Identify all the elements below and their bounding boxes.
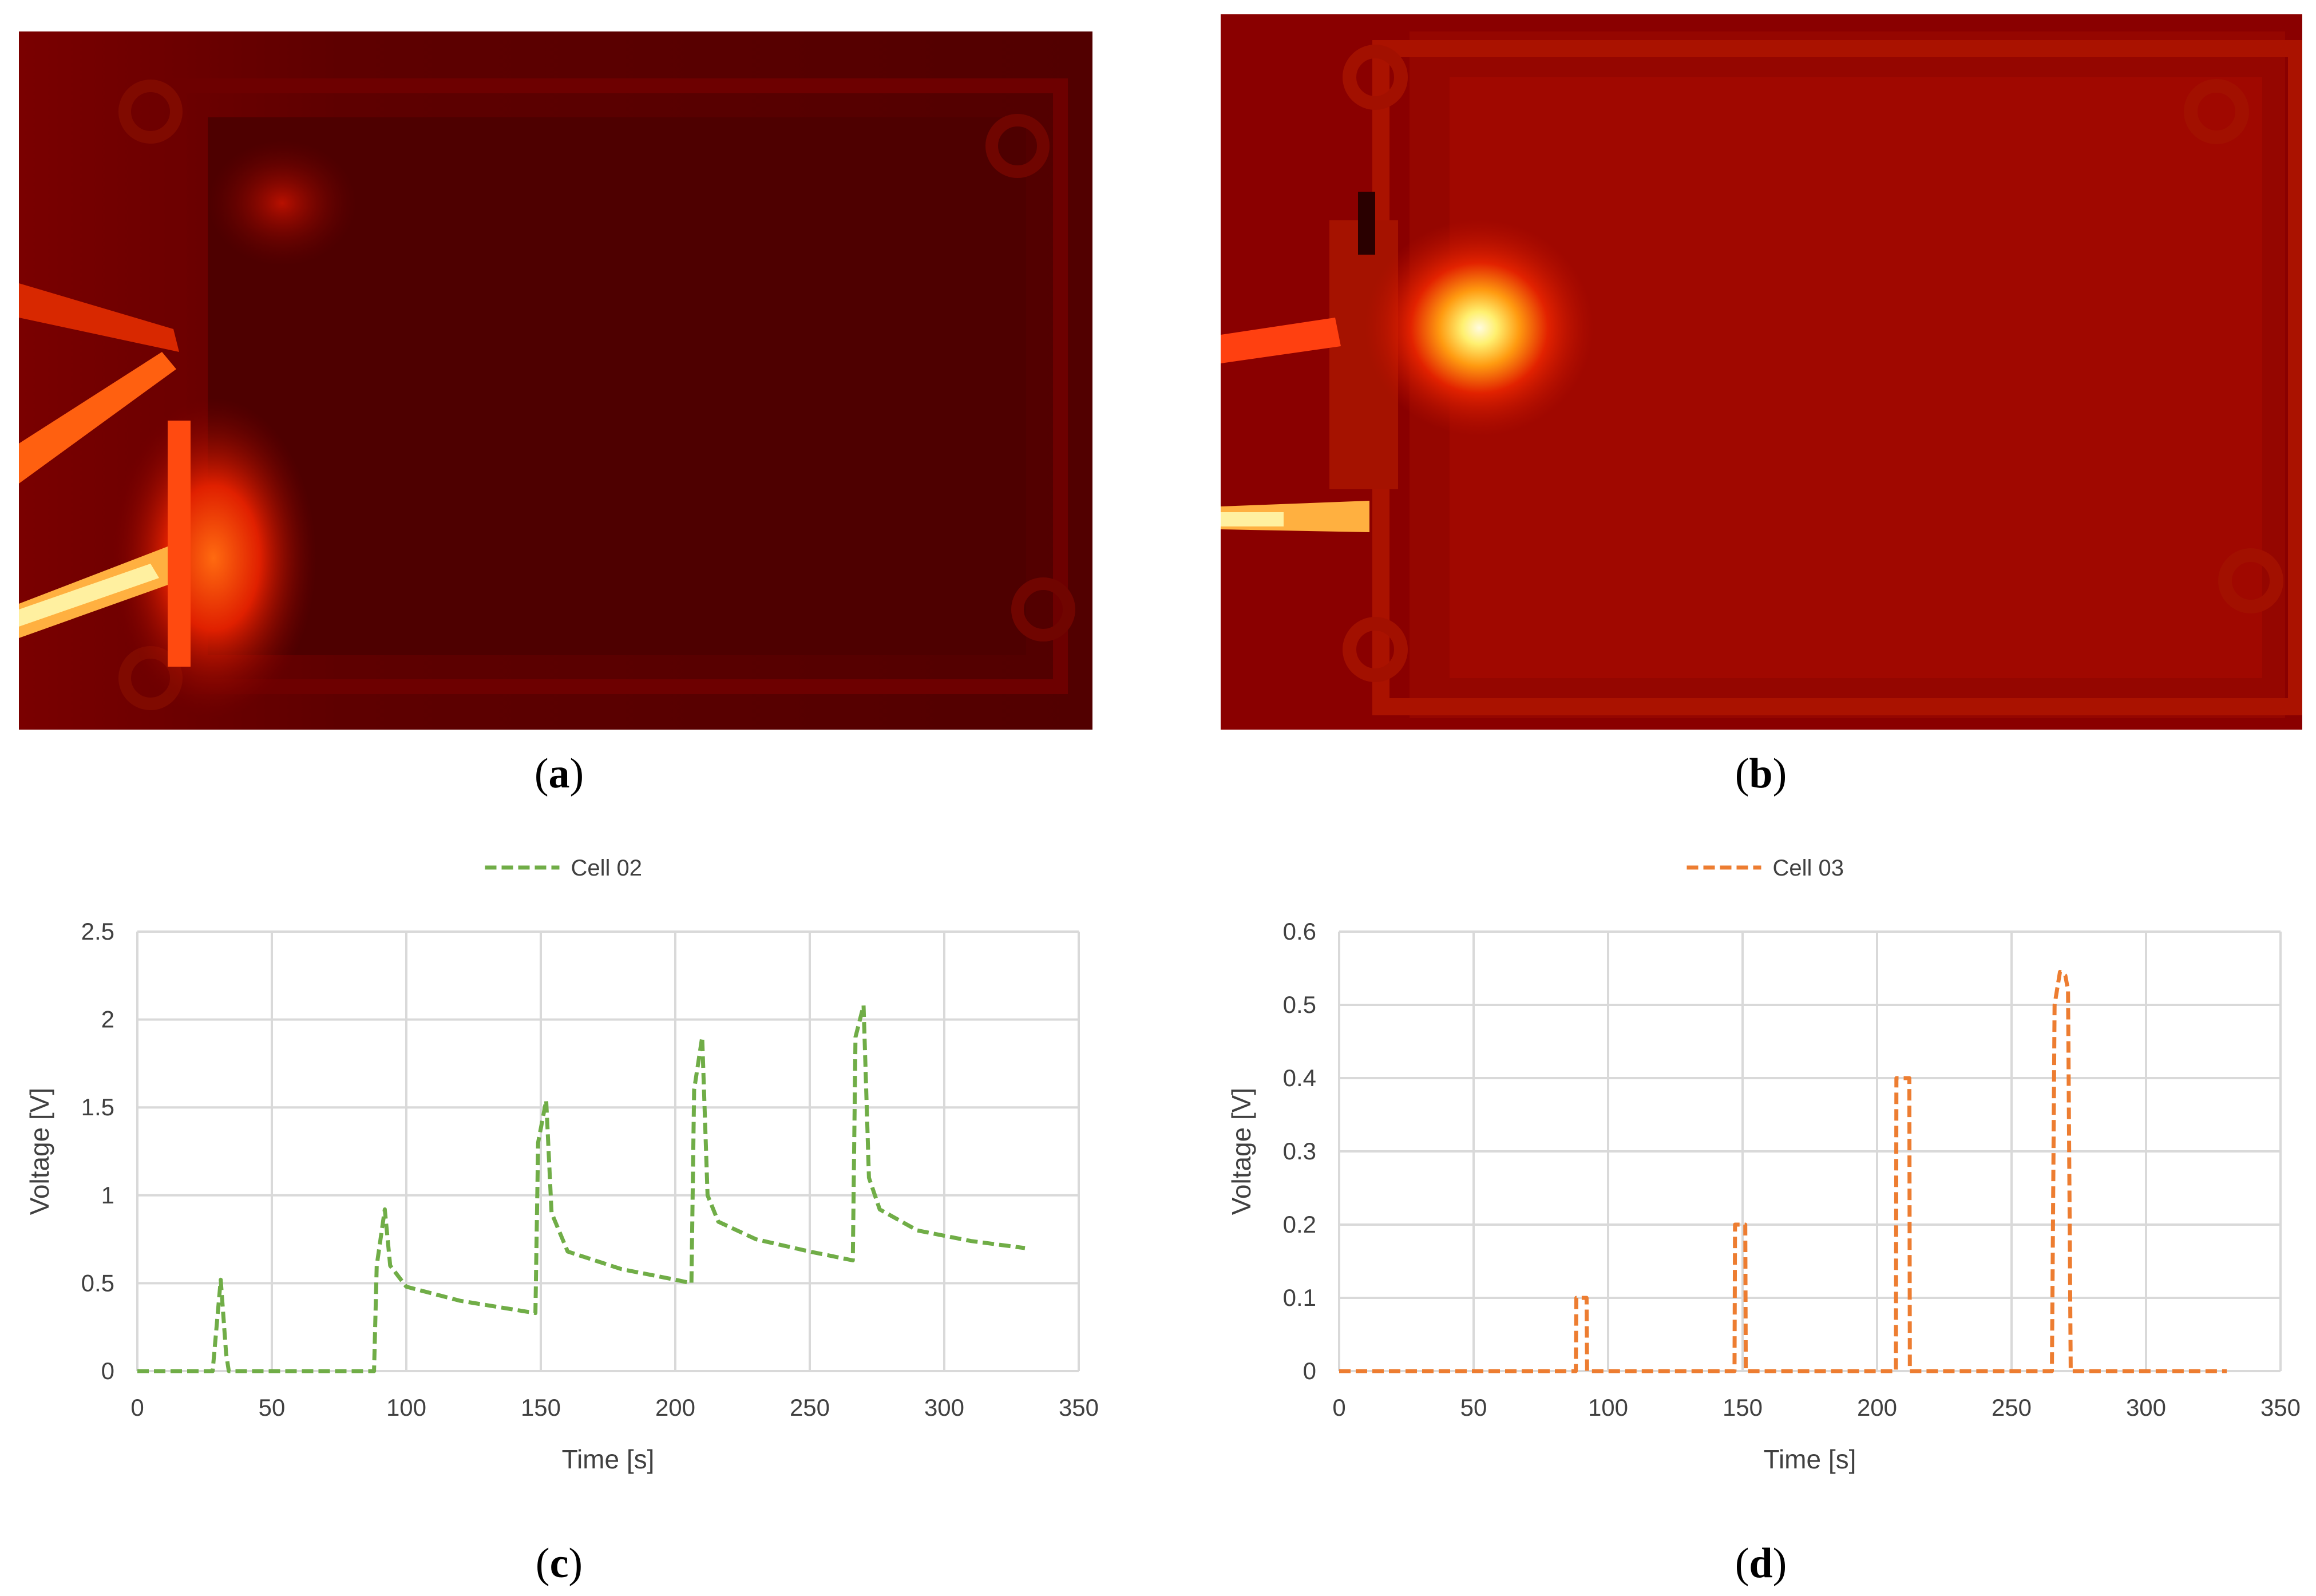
chart-d-x-tick-label: 250 <box>1992 1394 2032 1421</box>
chart-c-x-tick-label: 50 <box>259 1394 286 1421</box>
caption-d: (d) <box>1735 1540 1787 1587</box>
chart-d-grid <box>1338 930 2282 1372</box>
chart-c-y-tick-label: 1.5 <box>81 1094 114 1120</box>
chart-c-x-tick-label: 150 <box>521 1394 561 1421</box>
chart-c-x-ticks: 0 50 100 150 200 250 300 350 <box>130 1394 1099 1421</box>
chart-d-x-tick-label: 300 <box>2126 1394 2166 1421</box>
chart-c-legend-label: Cell 02 <box>571 856 643 881</box>
chart-d-series-line-0 <box>1339 969 2227 1373</box>
chart-d-x-tick-label: 0 <box>1332 1394 1345 1421</box>
chart-d-y-tick-label: 0.6 <box>1283 918 1316 945</box>
chart-d-y-tick-label: 0.4 <box>1283 1064 1316 1091</box>
chart-d-y-tick-label: 0.1 <box>1283 1284 1316 1311</box>
chart-d-y-tick-label: 0.5 <box>1283 991 1316 1018</box>
chart-d-x-tick-label: 350 <box>2260 1394 2301 1421</box>
chart-c-x-tick-label: 250 <box>790 1394 830 1421</box>
chart-c-x-tick-label: 0 <box>130 1394 144 1421</box>
chart-d-y-tick-label: 0 <box>1303 1357 1316 1384</box>
chart-c-legend: Cell 02 <box>485 856 643 881</box>
chart-d-y-axis-label: Voltage [V] <box>1226 1088 1256 1215</box>
chart-d-x-ticks: 0 50 100 150 200 250 300 350 <box>1332 1394 2301 1421</box>
thermal-image-b <box>1221 14 2302 730</box>
chart-d-x-tick-label: 50 <box>1460 1394 1487 1421</box>
chart-c-series-line-0 <box>137 1003 1026 1373</box>
chart-c-grid <box>136 930 1080 1372</box>
chart-d-x-axis-label: Time [s] <box>1764 1444 1856 1474</box>
chart-c-y-tick-label: 0 <box>101 1357 114 1384</box>
chart-d-x-tick-label: 200 <box>1857 1394 1897 1421</box>
chart-d-legend: Cell 03 <box>1686 856 1844 881</box>
caption-a: (a) <box>534 750 584 797</box>
chart-d-y-tick-label: 0.3 <box>1283 1138 1316 1165</box>
chart-d-plot <box>1339 969 2227 1373</box>
caption-c: (c) <box>535 1540 583 1587</box>
chart-d-y-ticks: 0 0.1 0.2 0.3 0.4 0.5 0.6 <box>1283 918 1316 1384</box>
chart-d-y-tick-label: 0.2 <box>1283 1211 1316 1238</box>
chart-c-x-tick-label: 350 <box>1059 1394 1099 1421</box>
thermal-image-a <box>19 31 1092 730</box>
chart-c-y-tick-label: 2.5 <box>81 918 114 945</box>
caption-b: (b) <box>1735 750 1787 797</box>
chart-c-y-tick-label: 0.5 <box>81 1269 114 1296</box>
chart-d: 0 50 100 150 200 250 300 350 0 0.1 0.2 0.3 0.4 0.5 0.… <box>1202 830 2312 1488</box>
chart-c-x-tick-label: 300 <box>924 1394 964 1421</box>
chart-c-y-tick-label: 2 <box>101 1006 114 1033</box>
chart-c-y-tick-label: 1 <box>101 1182 114 1209</box>
chart-c-x-tick-label: 200 <box>655 1394 695 1421</box>
chart-c-y-axis-label: Voltage [V] <box>25 1088 54 1215</box>
chart-d-x-tick-label: 100 <box>1588 1394 1628 1421</box>
chart-c-x-axis-label: Time [s] <box>562 1444 655 1474</box>
chart-d-x-tick-label: 150 <box>1723 1394 1763 1421</box>
chart-c-x-tick-label: 100 <box>386 1394 426 1421</box>
chart-c-plot <box>137 1003 1026 1373</box>
chart-c-y-ticks: 0 0.5 1 1.5 2 2.5 <box>81 918 114 1384</box>
chart-d-legend-label: Cell 03 <box>1773 856 1844 881</box>
chart-c: 0 50 100 150 200 250 300 350 0 0.5 1 1.5 2 2.5 Cell … <box>0 830 1145 1488</box>
